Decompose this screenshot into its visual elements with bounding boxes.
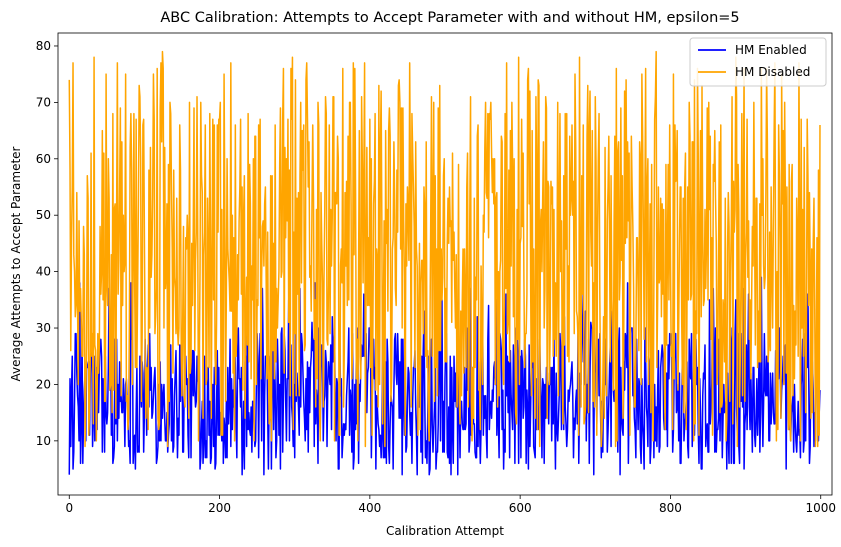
x-tick-label: 0 [65,501,73,515]
y-tick-label: 20 [36,377,51,391]
series-layer [68,50,821,476]
y-tick-label: 30 [36,321,51,335]
legend-label: HM Disabled [735,65,810,79]
y-tick-label: 60 [36,152,51,166]
plot-frame [57,32,833,496]
legend-label: HM Enabled [735,43,807,57]
x-tick-label: 1000 [805,501,836,515]
series-line-hm-disabled [68,50,821,448]
x-tick-label: 600 [509,501,532,515]
y-tick-label: 50 [36,208,51,222]
x-tick-label: 200 [208,501,231,515]
x-axis-label: Calibration Attempt [386,524,504,538]
y-axis-label: Average Attempts to Accept Parameter [9,146,23,381]
y-tick-label: 40 [36,265,51,279]
y-tick-label: 70 [36,95,51,109]
axes-layer: 0 200 400 600 800 1000 10 20 30 40 50 60 70 80 [36,32,836,515]
y-tick-label: 10 [36,434,51,448]
x-tick-label: 800 [659,501,682,515]
legend: HM Enabled HM Disabled [689,37,827,87]
x-tick-label: 400 [358,501,381,515]
y-tick-label: 80 [36,39,51,53]
chart-title: ABC Calibration: Attempts to Accept Para… [160,10,739,26]
